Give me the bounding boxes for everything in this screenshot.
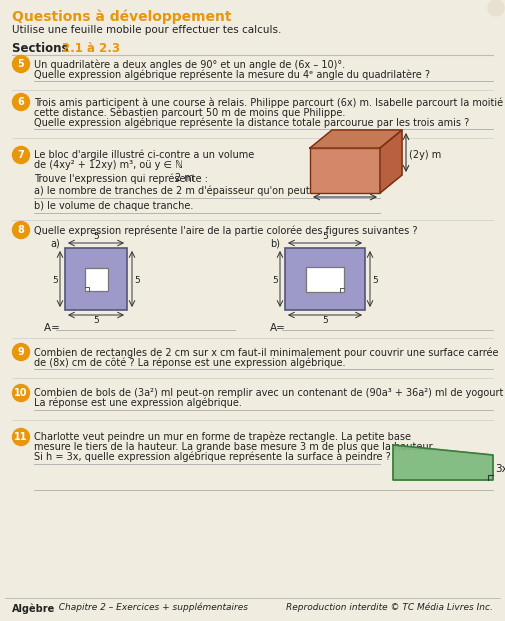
Polygon shape [393,445,493,480]
Circle shape [13,428,29,445]
Text: 11: 11 [14,432,28,442]
Text: 5: 5 [372,276,378,285]
Text: Si h = 3x, quelle expression algébrique représente la surface à peindre ?: Si h = 3x, quelle expression algébrique … [34,452,391,463]
FancyBboxPatch shape [306,266,344,291]
Text: Chapitre 2 – Exercices + supplémentaires: Chapitre 2 – Exercices + supplémentaires [53,603,248,612]
Circle shape [488,0,504,16]
Text: 2.1 à 2.3: 2.1 à 2.3 [62,42,120,55]
Text: b) le volume de chaque tranche.: b) le volume de chaque tranche. [34,201,193,211]
Text: Combien de bols de (3a²) ml peut-on remplir avec un contenant de (90a³ + 36a²) m: Combien de bols de (3a²) ml peut-on remp… [34,388,505,398]
Text: 6: 6 [18,97,24,107]
Text: 9: 9 [18,347,24,357]
Text: Algèbre: Algèbre [12,603,55,614]
Text: x: x [299,276,305,285]
Text: 5: 5 [93,316,99,325]
Text: 8: 8 [18,225,24,235]
Text: Quelle expression algébrique représente la mesure du 4ᵉ angle du quadrilatère ?: Quelle expression algébrique représente … [34,69,430,79]
Text: 3x: 3x [495,465,505,474]
Text: Utilise une feuille mobile pour effectuer tes calculs.: Utilise une feuille mobile pour effectue… [12,25,281,35]
Text: cette distance. Sébastien parcourt 50 m de moins que Philippe.: cette distance. Sébastien parcourt 50 m … [34,107,345,117]
Text: A=: A= [44,323,63,333]
Text: x: x [93,276,98,285]
Text: a): a) [50,238,60,248]
FancyBboxPatch shape [310,148,380,193]
Polygon shape [310,130,402,148]
Text: A=: A= [270,323,286,333]
Text: Reproduction interdite © TC Média Livres Inc.: Reproduction interdite © TC Média Livres… [286,603,493,612]
Circle shape [13,384,29,402]
Text: de (8x) cm de côté ? La réponse est une expression algébrique.: de (8x) cm de côté ? La réponse est une … [34,357,345,368]
FancyBboxPatch shape [84,268,108,291]
FancyBboxPatch shape [285,248,365,310]
Text: Combien de rectangles de 2 cm sur x cm faut-il minimalement pour couvrir une sur: Combien de rectangles de 2 cm sur x cm f… [34,347,498,358]
Text: 7: 7 [18,150,24,160]
Text: 5: 5 [322,316,328,325]
Text: 5: 5 [134,276,140,285]
Text: Quelle expression algébrique représente la distance totale parcourue par les tro: Quelle expression algébrique représente … [34,117,469,127]
Text: Sections: Sections [12,42,73,55]
Text: Quelle expression représente l'aire de la partie colorée des figures suivantes ?: Quelle expression représente l'aire de l… [34,225,418,235]
Text: Trois amis participent à une course à relais. Philippe parcourt (6x) m. Isabelle: Trois amis participent à une course à re… [34,97,505,107]
Circle shape [13,222,29,238]
Text: 5: 5 [52,276,58,285]
Polygon shape [380,130,402,193]
Text: 2x + 1: 2x + 1 [310,276,340,285]
Text: La réponse est une expression algébrique.: La réponse est une expression algébrique… [34,398,242,409]
Text: 5: 5 [272,276,278,285]
Text: 5: 5 [322,232,328,241]
Text: b): b) [270,238,280,248]
Circle shape [13,343,29,361]
Text: 10: 10 [14,388,28,398]
Text: mesure le tiers de la hauteur. La grande base mesure 3 m de plus que la hauteur.: mesure le tiers de la hauteur. La grande… [34,442,435,452]
Text: de (4xy² + 12xy) m³, oü y ∈ ℕ: de (4xy² + 12xy) m³, oü y ∈ ℕ [34,160,183,170]
Text: (2y) m: (2y) m [409,150,441,160]
Text: 2 m: 2 m [175,173,194,183]
Text: 5: 5 [18,59,24,69]
FancyBboxPatch shape [65,248,127,310]
Circle shape [13,94,29,111]
Text: Questions à développement: Questions à développement [12,10,231,24]
Text: Le bloc d'argile illustré ci-contre a un volume: Le bloc d'argile illustré ci-contre a un… [34,150,254,160]
Circle shape [13,147,29,163]
Text: 5: 5 [93,232,99,241]
Text: a) le nombre de tranches de 2 m d'épaisseur qu'on peut obtenir.: a) le nombre de tranches de 2 m d'épaiss… [34,186,350,196]
Text: Charlotte veut peindre un mur en forme de trapèze rectangle. La petite base: Charlotte veut peindre un mur en forme d… [34,432,411,443]
Text: Un quadrilatère a deux angles de 90° et un angle de (6x – 10)°.: Un quadrilatère a deux angles de 90° et … [34,59,345,70]
Circle shape [13,55,29,73]
Text: Trouve l'expression qui représente :: Trouve l'expression qui représente : [34,173,208,183]
